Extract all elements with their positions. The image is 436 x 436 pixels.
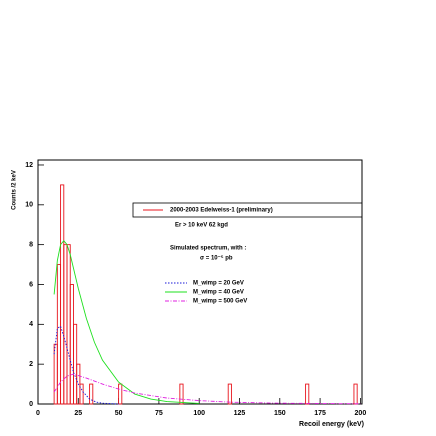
histogram-bar — [353, 383, 358, 405]
legend-note: σ = 10⁻⁵ pb — [200, 256, 233, 262]
y-tick-label: 4 — [29, 321, 33, 328]
histogram-bar — [60, 184, 65, 405]
model-curve — [53, 239, 200, 404]
plot-frame — [37, 159, 363, 405]
model-curve — [53, 373, 361, 405]
x-tick-label: 0 — [36, 410, 40, 417]
legend-label: M_wimp = 40 GeV — [193, 290, 244, 296]
x-tick-label: 125 — [234, 410, 246, 417]
x-tick-label: 50 — [115, 410, 123, 417]
legend-note: Simulated spectrum, with : — [170, 246, 246, 252]
legend-note: Er > 10 keV 62 kgd — [175, 223, 228, 229]
x-tick-label: 150 — [274, 410, 286, 417]
x-axis-label: Recoil energy (keV) — [299, 421, 364, 428]
y-tick-label: 12 — [25, 162, 33, 169]
y-tick-label: 8 — [29, 241, 33, 248]
y-tick-label: 6 — [29, 281, 33, 288]
histogram-bar — [73, 323, 78, 405]
histogram-bar — [66, 244, 71, 405]
x-tick-label: 100 — [193, 410, 205, 417]
y-tick-label: 2 — [29, 361, 33, 368]
histogram-bar — [63, 244, 68, 405]
x-tick-label: 75 — [155, 410, 163, 417]
y-tick-label: 10 — [25, 202, 33, 209]
y-tick-label: 0 — [29, 401, 33, 408]
histogram-bar — [118, 383, 123, 405]
histogram-bar — [69, 284, 74, 405]
legend-label: 2000-2003 Edelweiss-1 (preliminary) — [170, 208, 273, 214]
x-tick-label: 175 — [314, 410, 326, 417]
histogram-bar — [89, 383, 94, 405]
histogram-bar — [227, 383, 232, 405]
legend-label: M_wimp = 20 GeV — [193, 281, 244, 287]
legend-label: M_wimp = 500 GeV — [193, 299, 247, 305]
histogram-bar — [305, 383, 310, 405]
legend-box — [132, 202, 363, 218]
histogram-bar — [79, 383, 84, 405]
x-tick-label: 25 — [74, 410, 82, 417]
histogram-bar — [179, 383, 184, 405]
y-axis-label: Counts /2 keV — [12, 170, 18, 210]
x-tick-label: 200 — [355, 410, 367, 417]
